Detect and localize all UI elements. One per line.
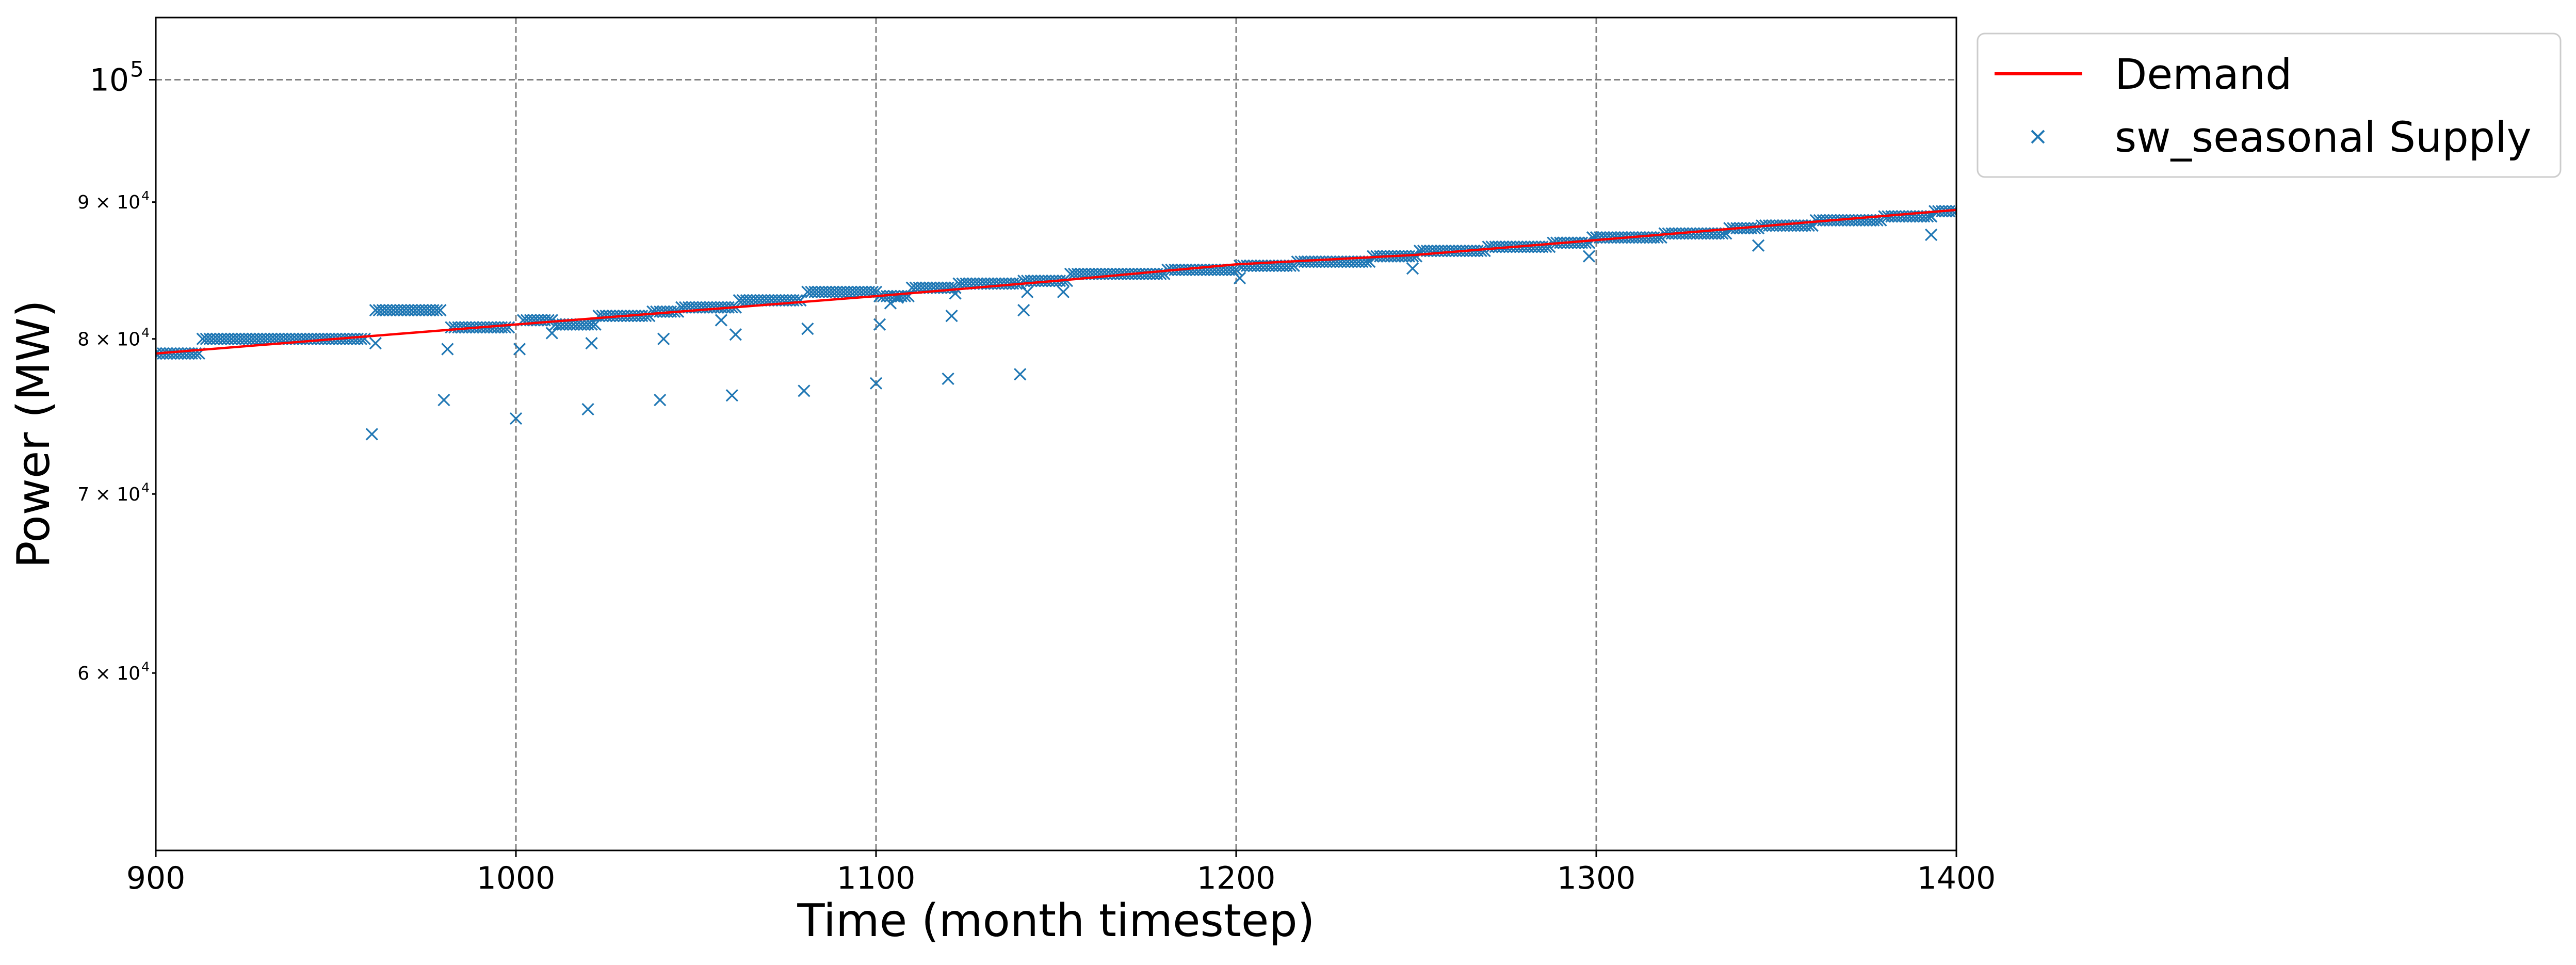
supply-point — [441, 343, 454, 356]
y-tick-label: 8 × 10 — [77, 329, 140, 350]
supply-point — [945, 310, 958, 323]
supply-point — [513, 343, 526, 356]
supply-point — [438, 393, 450, 407]
supply-point — [715, 314, 727, 327]
supply-point — [729, 328, 742, 341]
supply-point — [942, 372, 954, 385]
legend-box — [1976, 33, 2562, 178]
supply-point — [581, 403, 594, 416]
supply-point — [1233, 271, 1246, 285]
supply-point — [585, 318, 598, 331]
supply-point — [589, 318, 602, 331]
supply-point — [365, 428, 378, 441]
x-tick-label: 1400 — [1917, 860, 1996, 896]
supply-point — [434, 304, 447, 317]
legend-demand-label: Demand — [2115, 51, 2292, 99]
y-tick-label: 6 × 10 — [77, 663, 140, 684]
supply-point — [945, 281, 958, 294]
supply-point — [1014, 368, 1027, 381]
x-tick-label: 1100 — [837, 860, 916, 896]
supply-point — [545, 327, 558, 340]
supply-point — [725, 389, 738, 402]
supply-point — [1017, 304, 1030, 317]
supply-point — [1582, 250, 1596, 263]
supply-point — [1021, 285, 1034, 298]
y-tick-label: 7 × 10 — [77, 484, 140, 505]
data-marks — [156, 205, 1956, 441]
plot-area — [156, 18, 1956, 850]
supply-point — [430, 304, 443, 317]
supply-point — [1409, 250, 1423, 263]
y-tick-exponent: 4 — [141, 188, 150, 203]
supply-point — [1752, 239, 1765, 252]
demand-line — [156, 208, 1956, 355]
supply-point — [654, 393, 667, 407]
supply-point — [790, 294, 803, 307]
y-tick-label: 10 — [90, 62, 129, 99]
x-tick-label: 1300 — [1557, 860, 1636, 896]
supply-point — [542, 314, 555, 327]
y-tick-exponent: 4 — [141, 660, 150, 674]
supply-point — [1950, 205, 1956, 218]
supply-point — [354, 332, 367, 345]
supply-point — [498, 321, 512, 334]
supply-point — [639, 310, 652, 323]
supply-point — [369, 337, 382, 350]
supply-point — [502, 321, 515, 334]
legend-supply-swatch — [2031, 130, 2045, 144]
supply-point — [1057, 285, 1070, 298]
supply-point — [1406, 262, 1419, 275]
plot-frame — [155, 17, 1957, 851]
supply-point — [657, 332, 670, 345]
supply-point — [884, 297, 897, 310]
supply-point — [1406, 250, 1419, 263]
x-axis-label: Time (month timestep) — [797, 894, 1315, 947]
legend-supply-label: sw_seasonal Supply — [2115, 114, 2532, 162]
y-tick-exponent: 4 — [141, 480, 150, 495]
supply-point — [873, 318, 886, 331]
supply-point — [869, 377, 883, 390]
y-tick-exponent: 5 — [130, 57, 144, 82]
x-tick-label: 900 — [126, 860, 186, 896]
supply-point — [585, 337, 598, 350]
supply-point — [1582, 236, 1596, 249]
supply-point — [1748, 222, 1761, 235]
x-tick-label: 1200 — [1197, 860, 1276, 896]
supply-point — [1925, 228, 1938, 242]
supply-point — [801, 322, 814, 335]
supply-point — [794, 294, 807, 307]
y-tick-label: 9 × 10 — [77, 192, 140, 213]
supply-point — [1579, 236, 1592, 249]
legend: Demand sw_seasonal Supply — [1976, 33, 2562, 178]
y-tick-exponent: 4 — [141, 325, 150, 340]
supply-point — [798, 384, 811, 397]
supply-point — [509, 412, 523, 425]
x-tick-label: 1000 — [477, 860, 556, 896]
grid-lines — [156, 18, 1956, 850]
supply-point — [1475, 244, 1487, 258]
y-axis-label: Power (MW) — [7, 300, 60, 568]
